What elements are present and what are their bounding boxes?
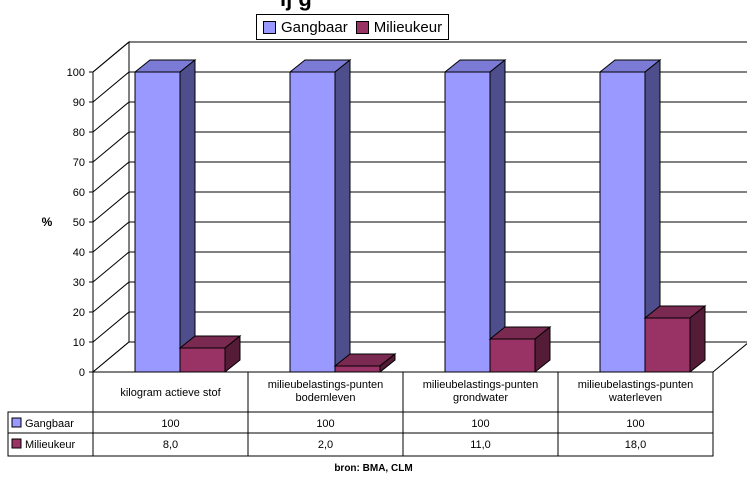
bar-milieukeur [489, 338, 536, 373]
data-label: 100 [161, 418, 179, 430]
bar-milieukeur [334, 365, 381, 373]
data-label: 100 [471, 418, 489, 430]
gridline [92, 41, 747, 73]
gridline [92, 71, 747, 103]
legend-swatch-gangbaar [263, 20, 276, 34]
data-table-legend-column [7, 411, 94, 457]
category-label: waterleven [608, 392, 662, 404]
legend-item-gangbaar: Gangbaar [263, 19, 348, 36]
bar-side [689, 304, 706, 374]
y-tick-label: 100 [67, 67, 85, 79]
bar-side [334, 58, 351, 374]
bar-chart: 0 10 20 30 40 50 60 70 80 90 100% kilogram actieve … [7, 40, 747, 457]
y-tick-label: 60 [73, 187, 85, 199]
gridline [92, 311, 747, 343]
gridline [92, 191, 747, 223]
table-series-name: Gangbaar [25, 418, 74, 430]
gridline [92, 221, 747, 253]
y-tick-label: 30 [73, 277, 85, 289]
y-axis-label: % [42, 215, 53, 229]
data-label: 11,0 [470, 439, 491, 451]
legend-item-milieukeur: Milieukeur [355, 18, 443, 36]
data-label: 100 [626, 418, 644, 430]
data-label: 2,0 [318, 439, 333, 451]
legend-label-milieukeur: Milieukeur [373, 18, 443, 36]
category-label: kilogram actieve stof [120, 387, 221, 399]
y-tick-label: 80 [73, 127, 85, 139]
bar-gangbaar [444, 71, 491, 373]
y-tick-label: 20 [73, 307, 85, 319]
data-label: 100 [316, 418, 334, 430]
category-label: grondwater [453, 392, 508, 404]
bar-gangbaar [134, 71, 181, 373]
table-legend-swatch [11, 417, 22, 428]
bar-gangbaar [599, 71, 646, 373]
category-label: milieubelastings-punten [268, 379, 384, 391]
category-label: bodemleven [296, 392, 356, 404]
gridline [92, 101, 747, 133]
gridline [92, 131, 747, 163]
y-tick-label: 70 [73, 157, 85, 169]
y-tick-label: 0 [79, 367, 85, 379]
gridline [92, 281, 747, 313]
table-legend-swatch [11, 438, 22, 449]
y-tick-label: 10 [73, 337, 85, 349]
gridline [92, 251, 747, 283]
category-label: milieubelastings-punten [423, 379, 539, 391]
table-series-name: Milieukeur [25, 439, 75, 451]
bar-gangbaar [289, 71, 336, 373]
bar-side [179, 58, 196, 374]
y-tick-label: 50 [73, 217, 85, 229]
chart-legend: Gangbaar Milieukeur [256, 14, 450, 40]
legend-swatch-milieukeur [355, 20, 369, 34]
category-label: milieubelastings-punten [578, 379, 694, 391]
legend-label-gangbaar: Gangbaar [281, 18, 348, 36]
source-note: bron: BMA, CLM [334, 463, 413, 474]
y-tick-label: 90 [73, 97, 85, 109]
data-label: 18,0 [625, 439, 646, 451]
bar-milieukeur [179, 347, 226, 373]
y-tick-label: 40 [73, 247, 85, 259]
gridline [92, 161, 747, 193]
data-label: 8,0 [163, 439, 178, 451]
bar-milieukeur [644, 317, 691, 373]
bar-side [489, 58, 506, 374]
chart-title-fragment: ij g [280, 0, 312, 12]
